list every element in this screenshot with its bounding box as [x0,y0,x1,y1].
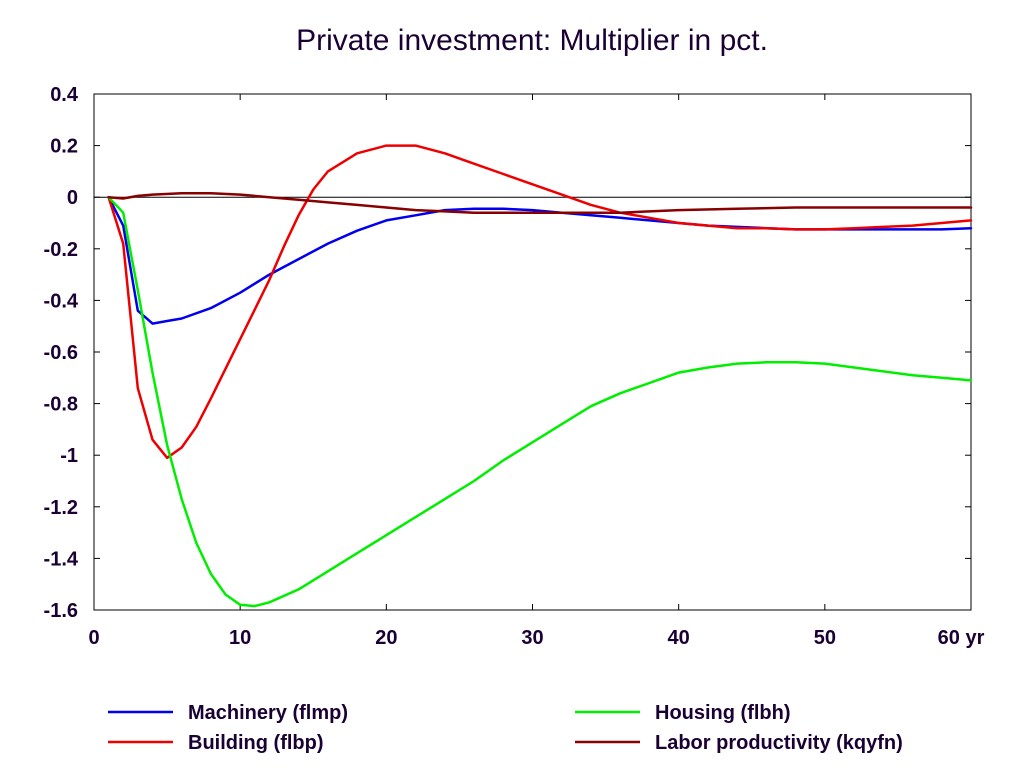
y-tick-label: -1.6 [44,600,78,622]
y-tick-label: -0.2 [44,239,78,261]
legend-label: Machinery (flmp) [188,702,348,724]
x-tick-label: 60 yr [938,627,985,649]
y-tick-label: -1.4 [44,548,79,570]
y-tick-label: 0.2 [50,136,78,158]
y-tick-label: -0.4 [44,290,79,312]
y-tick-label: -0.6 [44,342,78,364]
y-tick-label: 0.4 [50,84,79,106]
plot-frame [93,93,972,611]
x-tick-label: 50 [814,627,836,649]
x-tick-label: 0 [88,627,99,649]
x-tick-label: 40 [668,627,690,649]
x-tick-label: 30 [521,627,543,649]
plot-area-border [93,93,972,611]
legend-label: Building (flbp) [188,732,324,754]
x-tick-label: 20 [375,627,397,649]
legend: Machinery (flmp) Building (flbp) Housing (… [108,702,903,754]
legend-label: Labor productivity (kqyfn) [655,732,903,754]
y-tick-label: -1 [60,445,78,467]
x-tick-label: 10 [229,627,251,649]
legend-label: Housing (flbh) [655,702,791,724]
y-tick-label: 0 [67,187,78,209]
y-tick-label: -1.2 [44,497,78,519]
series-line-0 [107,195,973,325]
x-axis: 0 10 20 30 40 50 60 yr [88,94,985,649]
y-tick-label: -0.8 [44,394,78,416]
series-line-3 [107,192,973,214]
series-lines [107,144,973,608]
series-line-2 [107,195,973,608]
series-line-1 [107,144,973,460]
y-axis: 0.4 0.2 0 -0.2 -0.4 -0.6 -0.8 -1 -1.2 -1.4 -1.6 [44,84,971,622]
chart-title: Private investment: Multiplier in pct. [296,24,768,57]
